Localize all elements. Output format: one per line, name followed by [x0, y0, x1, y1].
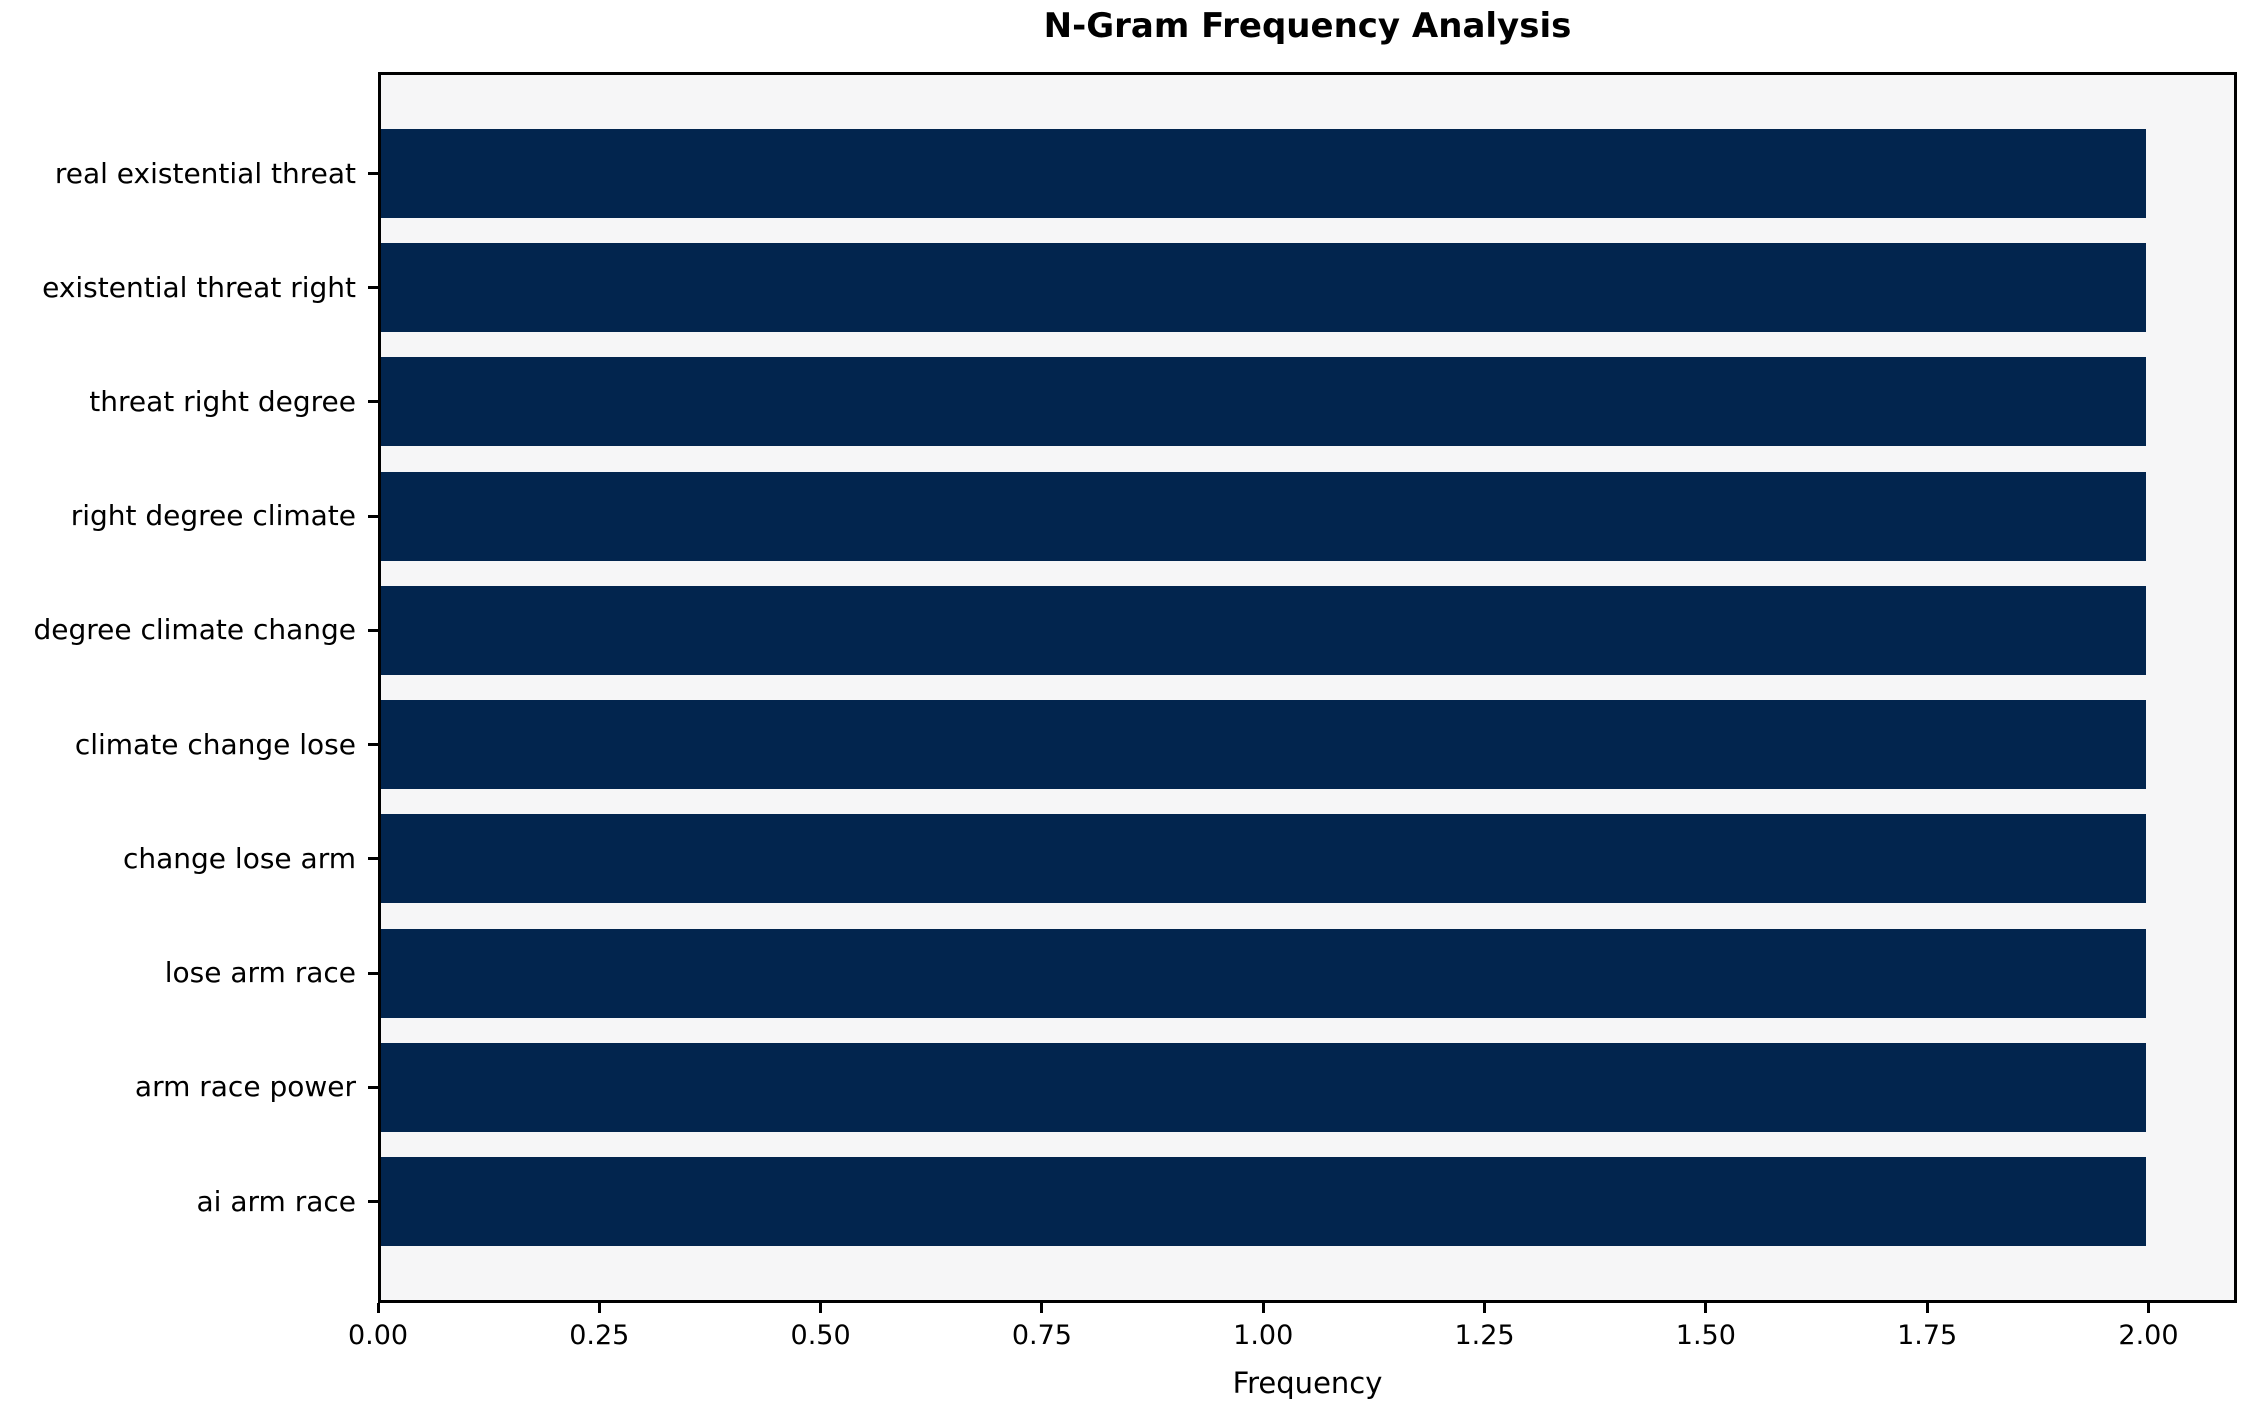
bar: [381, 585, 2146, 675]
x-tick-mark: [376, 1303, 380, 1313]
y-tick-mark: [368, 1200, 378, 1203]
y-tick-label: real existential threat: [54, 156, 356, 190]
x-tick-mark: [1925, 1303, 1929, 1313]
bar: [381, 1042, 2146, 1132]
y-tick-label: climate change lose: [74, 727, 356, 761]
plot-area: [378, 72, 2237, 1303]
x-tick-mark: [2146, 1303, 2150, 1313]
y-tick-label: threat right degree: [89, 384, 356, 418]
y-tick-label: right degree climate: [70, 499, 356, 533]
bar: [381, 928, 2146, 1018]
x-tick-mark: [1040, 1303, 1044, 1313]
y-tick-mark: [368, 743, 378, 747]
y-tick-label: existential threat right: [42, 270, 356, 304]
bar: [381, 129, 2146, 218]
y-tick-label: change lose arm: [122, 841, 356, 875]
y-tick-mark: [368, 857, 378, 861]
chart-title: N-Gram Frequency Analysis: [1043, 6, 1572, 46]
y-tick-label: degree climate change: [33, 613, 356, 647]
x-tick-label: 2.00: [2118, 1320, 2179, 1351]
x-tick-label: 0.75: [1011, 1320, 1072, 1351]
bar: [381, 357, 2146, 447]
x-tick-mark: [1483, 1303, 1487, 1313]
y-tick-label: arm race power: [134, 1070, 356, 1104]
x-tick-mark: [597, 1303, 601, 1313]
x-tick-label: 1.50: [1675, 1320, 1736, 1351]
x-tick-mark: [1704, 1303, 1708, 1313]
x-tick-label: 0.25: [569, 1320, 630, 1351]
bar: [381, 1157, 2146, 1246]
bar: [381, 243, 2146, 333]
y-tick-mark: [368, 628, 378, 632]
y-tick-mark: [368, 400, 378, 404]
bar: [381, 814, 2146, 904]
bar: [381, 471, 2146, 561]
x-tick-label: 1.75: [1897, 1320, 1958, 1351]
y-tick-label: ai arm race: [196, 1184, 356, 1218]
y-tick-label: lose arm race: [164, 956, 356, 990]
bar: [381, 700, 2146, 790]
y-tick-mark: [368, 1085, 378, 1089]
y-tick-mark: [368, 172, 378, 175]
y-tick-mark: [368, 514, 378, 518]
x-tick-mark: [819, 1303, 823, 1313]
x-tick-label: 1.25: [1454, 1320, 1515, 1351]
y-tick-mark: [368, 286, 378, 290]
x-tick-label: 1.00: [1233, 1320, 1294, 1351]
x-tick-label: 0.00: [347, 1320, 409, 1351]
x-tick-mark: [1261, 1303, 1265, 1313]
x-axis-label: Frequency: [1232, 1366, 1383, 1400]
x-tick-label: 0.50: [790, 1320, 851, 1351]
y-tick-mark: [368, 971, 378, 975]
